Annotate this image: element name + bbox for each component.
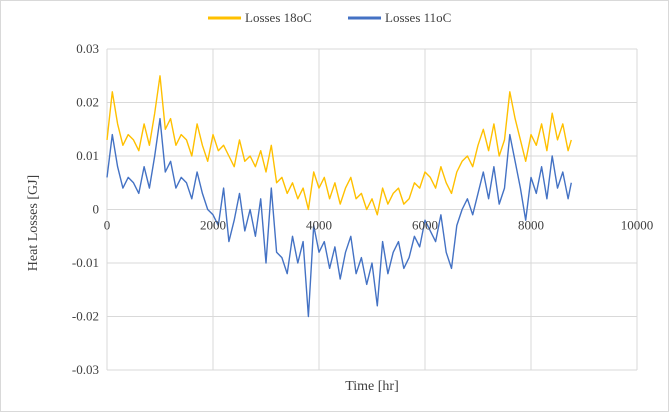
y-tick-label: 0 [93, 202, 100, 217]
y-tick-label: 0.01 [76, 148, 99, 163]
y-tick-label: 0.03 [76, 41, 99, 56]
x-tick-label: 8000 [518, 218, 544, 233]
tick-labels: 0.03 0.02 0.01 0 -0.01 -0.02 -0.03 0 2000 4000 600… [72, 41, 653, 377]
y-tick-label: -0.02 [72, 309, 99, 324]
legend-label-series-0: Losses 18oC [245, 10, 312, 25]
y-tick-label: 0.02 [76, 95, 99, 110]
x-tick-label: 4000 [306, 218, 332, 233]
grid [106, 48, 638, 371]
series-line-0 [106, 75, 572, 216]
legend: Losses 18oC Losses 11oC [208, 10, 451, 25]
y-tick-label: -0.01 [72, 255, 99, 270]
x-tick-label: 2000 [200, 218, 226, 233]
series-line-1 [106, 117, 572, 318]
x-tick-label: 0 [104, 218, 111, 233]
series-layer [106, 75, 572, 318]
x-tick-label: 6000 [412, 218, 438, 233]
y-axis-title: Heat Losses [GJ] [26, 175, 41, 271]
y-tick-label: -0.03 [72, 362, 99, 377]
legend-label-series-1: Losses 11oC [385, 10, 451, 25]
x-axis-title: Time [hr] [345, 379, 399, 394]
x-tick-label: 10000 [621, 218, 654, 233]
